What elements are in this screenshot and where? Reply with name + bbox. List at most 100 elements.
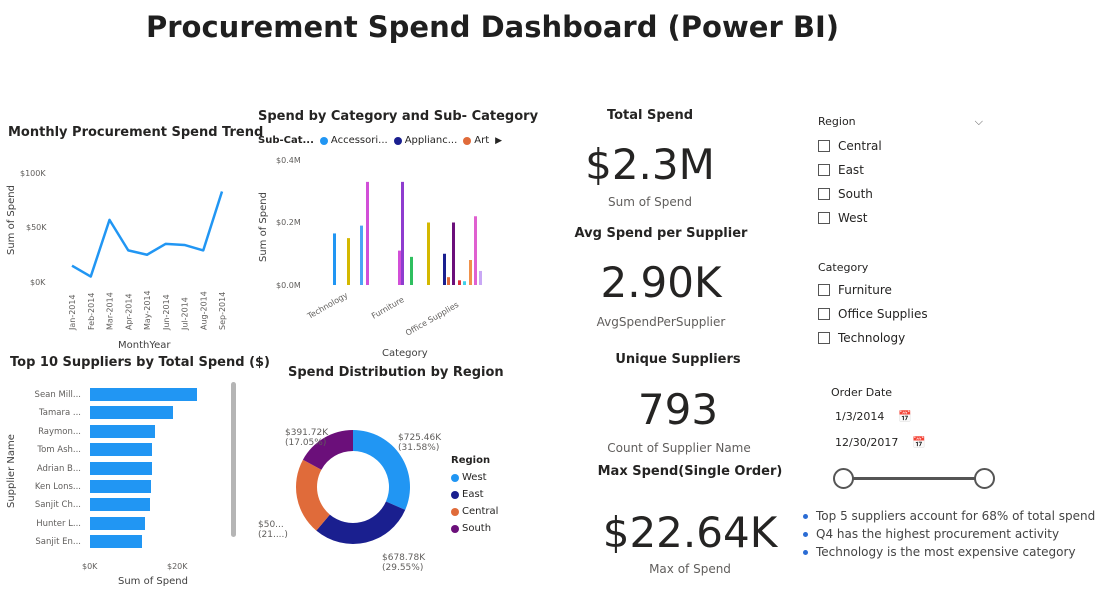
supplier-bar[interactable] — [90, 535, 143, 549]
data-label-central: $50... (21....) — [258, 520, 288, 540]
supplier-bar[interactable] — [90, 516, 145, 530]
line-chart-xlabel: MonthYear — [118, 340, 171, 351]
slicer-label: Order Date — [831, 386, 893, 399]
legend-item-east[interactable]: East — [451, 489, 498, 500]
region-chart-title: Spend Distribution by Region — [288, 365, 504, 380]
slicer-label: Category — [818, 261, 869, 274]
y-tick: $0.4M — [276, 156, 301, 165]
start-date-input[interactable]: 1/3/2014 📅 — [835, 409, 913, 423]
date-slicer: Order Date 1/3/2014 📅 12/30/2017 📅 — [831, 386, 926, 455]
slicer-option-east[interactable]: East — [818, 158, 983, 182]
kpi-subtitle: Sum of Spend — [608, 195, 692, 209]
legend-item-central[interactable]: Central — [451, 506, 498, 517]
date-range-track — [843, 477, 985, 480]
checkbox[interactable] — [818, 284, 830, 296]
donut-slice-central — [296, 459, 330, 531]
insight-item: Top 5 suppliers account for 68% of total… — [803, 507, 1095, 525]
category-chart-xlabel: Category — [382, 348, 428, 359]
x-tick: Jan-2014 — [68, 294, 77, 331]
insight-item: Technology is the most expensive categor… — [803, 543, 1095, 561]
x-tick: Jun-2014 — [162, 294, 171, 331]
bar-furniture — [398, 250, 401, 285]
line-series — [71, 191, 224, 278]
supplier-label: Hunter L... — [36, 518, 81, 529]
supplier-chart-scrollbar[interactable] — [231, 382, 236, 537]
supplier-label: Sean Mill... — [34, 390, 81, 400]
supplier-label: Sanjit En... — [35, 537, 81, 548]
bar-office-supplies — [452, 222, 455, 285]
legend-item-south[interactable]: South — [451, 523, 498, 534]
x-tick: May-2014 — [143, 290, 152, 330]
slicer-option-central[interactable]: Central — [818, 134, 983, 158]
bar-technology — [333, 233, 336, 285]
legend-next-arrow-icon[interactable]: ▶ — [495, 135, 503, 146]
bar-office-supplies — [469, 260, 472, 285]
supplier-bar[interactable] — [90, 443, 153, 457]
slicer-option-technology[interactable]: Technology — [818, 326, 983, 350]
kpi-title: Max Spend(Single Order) — [597, 464, 783, 479]
supplier-bar[interactable] — [90, 498, 151, 512]
y-tick: $0.0M — [276, 281, 301, 290]
line-chart-title: Monthly Procurement Spend Trend — [8, 125, 264, 140]
checkbox[interactable] — [818, 164, 830, 176]
y-tick: $100K — [20, 169, 46, 178]
legend-item-west[interactable]: West — [451, 472, 498, 483]
chevron-down-icon[interactable]: ⌵ — [974, 115, 983, 128]
insights-list: Top 5 suppliers account for 68% of total… — [803, 507, 1095, 561]
slicer-label: Region — [818, 115, 856, 128]
bar-office-supplies — [463, 281, 466, 285]
date-range-end-handle[interactable] — [974, 468, 995, 489]
supplier-label: Raymon... — [38, 426, 81, 437]
bar-technology — [347, 238, 350, 285]
bar-technology — [360, 225, 363, 285]
checkbox[interactable] — [818, 188, 830, 200]
checkbox[interactable] — [818, 332, 830, 344]
y-tick: $0.2M — [276, 218, 301, 227]
supplier-chart-title: Top 10 Suppliers by Total Spend ($) — [10, 355, 270, 370]
legend-item[interactable]: Art — [463, 135, 489, 146]
kpi-subtitle: AvgSpendPerSupplier — [596, 315, 726, 329]
supplier-bar[interactable] — [90, 406, 173, 420]
region-legend: Region West East Central South — [451, 455, 498, 534]
y-tick: $50K — [26, 223, 47, 232]
kpi-subtitle: Count of Supplier Name — [607, 441, 751, 455]
slicer-option-office-supplies[interactable]: Office Supplies — [818, 302, 983, 326]
category-legend: Sub-Cat... Accessori... Applianc... Art … — [258, 135, 502, 146]
slicer-option-furniture[interactable]: Furniture — [818, 278, 983, 302]
supplier-bar[interactable] — [90, 388, 197, 401]
bar-office-supplies — [479, 270, 482, 285]
legend-item[interactable]: Applianc... — [393, 135, 457, 146]
supplier-bar[interactable] — [90, 480, 151, 493]
supplier-label: Tom Ash... — [37, 445, 81, 456]
donut-slice-west — [353, 430, 410, 510]
legend-item[interactable]: Accessori... — [319, 135, 388, 146]
bar-furniture — [427, 222, 430, 285]
bar-office-supplies — [443, 253, 446, 285]
slicer-option-west[interactable]: West — [818, 206, 983, 230]
supplier-bar[interactable] — [90, 424, 156, 438]
bar-office-supplies — [474, 216, 477, 285]
date-range-start-handle[interactable] — [833, 468, 854, 489]
supplier-bar[interactable] — [90, 461, 152, 475]
calendar-icon[interactable]: 📅 — [912, 435, 927, 449]
category-slicer: Category Furniture Office Supplies Techn… — [818, 256, 983, 350]
bar-technology — [366, 181, 369, 285]
kpi-value: $2.3M — [585, 140, 715, 189]
checkbox[interactable] — [818, 308, 830, 320]
data-label-east: $678.78K (29.55%) — [382, 553, 426, 573]
checkbox[interactable] — [818, 140, 830, 152]
slicer-option-south[interactable]: South — [818, 182, 983, 206]
end-date-input[interactable]: 12/30/2017 📅 — [835, 435, 927, 449]
x-tick: $0K — [82, 562, 98, 571]
checkbox[interactable] — [818, 212, 830, 224]
legend-title: Region — [451, 455, 491, 466]
supplier-label: Tamara ... — [39, 408, 81, 419]
calendar-icon[interactable]: 📅 — [898, 409, 913, 423]
y-tick: $0K — [30, 278, 46, 287]
x-tick: Feb-2014 — [87, 293, 96, 330]
x-tick: Jul-2014 — [181, 297, 190, 331]
x-tick: Aug-2014 — [199, 291, 208, 330]
category-chart-title: Spend by Category and Sub- Category — [258, 109, 539, 124]
supplier-label: Ken Lons... — [34, 482, 81, 492]
region-slicer: Region ⌵ Central East South West — [818, 115, 983, 230]
